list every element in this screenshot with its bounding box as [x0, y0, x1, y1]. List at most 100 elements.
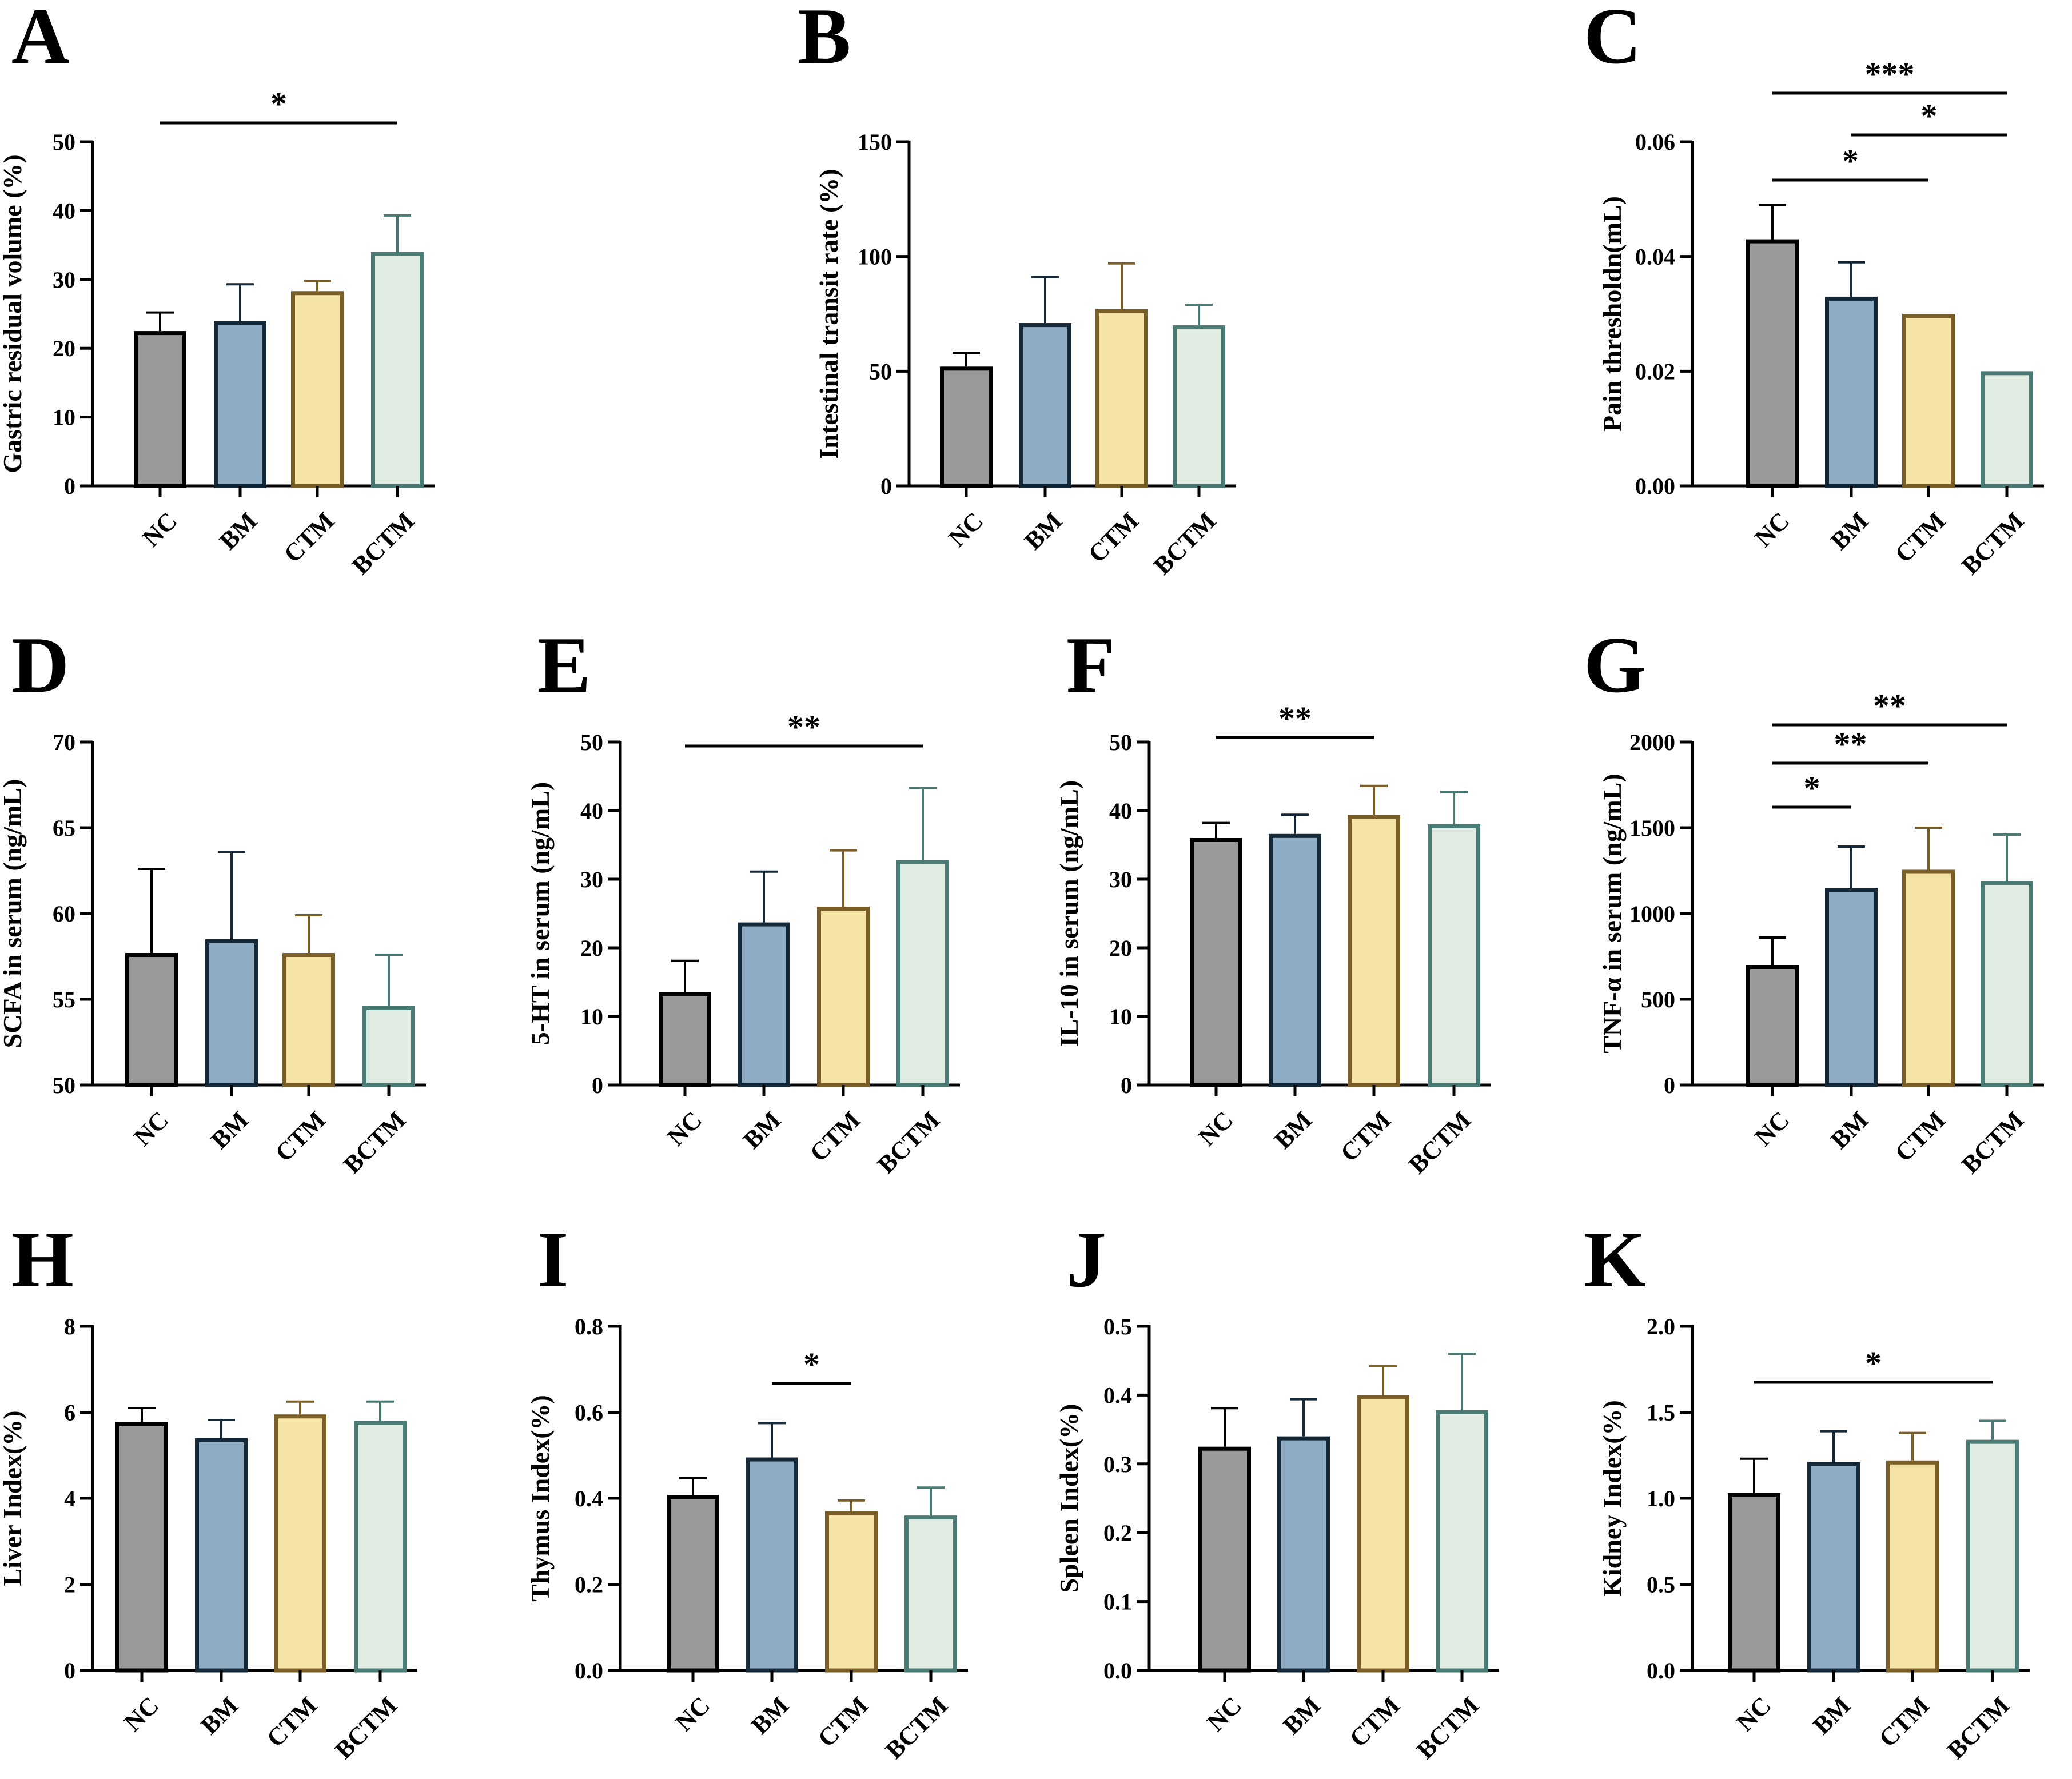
panel-j: J 0.0 0.1 0.2 0.3 0.4 0.5 Spleen Index(%) NC BM CT…: [1054, 1215, 1499, 1764]
y-tick-label-g-3: 1500: [1629, 815, 1675, 841]
bar-j-bctm: [1436, 1410, 1488, 1673]
bar-j-ctm: [1357, 1395, 1409, 1673]
x-label-c-nc: NC: [1750, 506, 1795, 552]
x-label-f-bctm: BCTM: [1403, 1106, 1476, 1179]
bar-d-bctm: [362, 1006, 415, 1087]
x-label-a-bm: BM: [214, 506, 262, 555]
y-tick-label-c-0: 0.00: [1635, 473, 1675, 499]
x-label-e-bm: BM: [738, 1106, 786, 1154]
bar-b-bctm: [1173, 325, 1225, 488]
y-axis-title-c: Pain thresholdn(mL): [1597, 196, 1627, 432]
x-label-d-bm: BM: [205, 1106, 254, 1154]
y-tick-label-d-3: 65: [53, 815, 75, 841]
y-tick-label-k-4: 2.0: [1647, 1314, 1675, 1339]
y-tick-label-c-2: 0.04: [1635, 244, 1675, 270]
y-tick-label-a-2: 20: [53, 336, 75, 361]
y-tick-label-c-3: 0.06: [1635, 129, 1675, 155]
panel-letter-h: H: [11, 1215, 74, 1304]
bar-d-bm: [205, 939, 258, 1087]
y-axis-title-i: Thymus Index(%): [525, 1395, 555, 1602]
panel-b: B 0 50 100 150 Intestinal transit rate (%) NC B…: [798, 0, 1236, 580]
y-tick-label-f-5: 50: [1109, 729, 1132, 755]
x-label-a-ctm: CTM: [278, 506, 340, 568]
y-tick-label-i-4: 0.8: [575, 1314, 603, 1339]
y-tick-label-h-4: 8: [64, 1314, 75, 1339]
y-tick-label-b-3: 150: [858, 129, 892, 155]
x-label-a-bctm: BCTM: [346, 506, 420, 580]
x-label-b-ctm: CTM: [1083, 506, 1144, 568]
y-tick-label-b-2: 100: [858, 244, 892, 270]
sig-label-k-0: *: [1865, 1345, 1882, 1382]
y-tick-label-a-5: 50: [53, 129, 75, 155]
bar-j-nc: [1198, 1446, 1251, 1673]
bar-f-bctm: [1428, 824, 1480, 1087]
x-label-g-ctm: CTM: [1890, 1106, 1951, 1167]
y-tick-label-j-3: 0.3: [1103, 1451, 1132, 1477]
y-axis-title-d: SCFA in serum (ng/mL): [0, 779, 27, 1048]
x-label-j-ctm: CTM: [1344, 1691, 1405, 1752]
sig-label-i-0: *: [803, 1346, 820, 1383]
x-label-g-nc: NC: [1750, 1106, 1795, 1151]
x-label-b-nc: NC: [943, 506, 989, 552]
sig-label-c-2: *: [1842, 142, 1859, 180]
panel-e: E 0 10 20 30 40 50 5-HT in serum (ng/mL) NC BM CTM…: [525, 621, 960, 1179]
y-axis-title-k: Kidney Index(%): [1597, 1400, 1627, 1597]
bar-f-bm: [1269, 833, 1321, 1087]
bar-c-bm: [1825, 296, 1878, 488]
bar-b-nc: [940, 366, 993, 488]
bar-j-bm: [1277, 1436, 1330, 1673]
y-axis-title-b: Intestinal transit rate (%): [814, 169, 843, 458]
y-tick-label-i-3: 0.6: [575, 1400, 603, 1426]
y-tick-label-e-2: 20: [580, 935, 603, 961]
y-tick-label-k-2: 1.0: [1647, 1486, 1675, 1511]
x-label-k-ctm: CTM: [1874, 1691, 1935, 1752]
y-tick-label-c-1: 0.02: [1635, 358, 1675, 384]
bar-i-ctm: [825, 1511, 878, 1673]
bar-g-ctm: [1902, 869, 1955, 1087]
x-label-c-bctm: BCTM: [1956, 506, 2029, 580]
y-tick-label-f-0: 0: [1121, 1072, 1132, 1098]
bar-c-ctm: [1902, 314, 1955, 488]
bar-k-bm: [1807, 1462, 1860, 1673]
bar-f-ctm: [1348, 815, 1400, 1087]
bar-h-bm: [195, 1438, 248, 1673]
panel-letter-e: E: [537, 621, 591, 709]
x-label-j-bctm: BCTM: [1411, 1691, 1484, 1764]
bar-g-bm: [1825, 888, 1878, 1087]
y-tick-label-j-1: 0.1: [1103, 1589, 1132, 1615]
panel-d: D 50 55 60 65 70 SCFA in serum (ng/mL) NC BM CTM B…: [0, 621, 426, 1179]
y-tick-label-j-5: 0.5: [1103, 1314, 1132, 1339]
y-tick-label-i-1: 0.2: [575, 1572, 603, 1598]
y-tick-label-k-1: 0.5: [1647, 1572, 1675, 1598]
y-axis-title-f: IL-10 in serum (ng/mL): [1054, 780, 1083, 1047]
y-tick-label-e-5: 50: [580, 729, 603, 755]
x-label-g-bm: BM: [1825, 1106, 1874, 1154]
bar-h-bctm: [354, 1421, 407, 1673]
y-tick-label-e-3: 30: [580, 867, 603, 892]
panel-i: I 0.0 0.2 0.4 0.6 0.8 Thymus Index(%) NC BM CTM BC…: [525, 1215, 968, 1764]
y-tick-label-j-4: 0.4: [1103, 1382, 1132, 1408]
bar-k-nc: [1728, 1493, 1780, 1673]
x-label-i-ctm: CTM: [812, 1691, 874, 1752]
x-label-b-bm: BM: [1019, 506, 1067, 555]
x-label-e-nc: NC: [662, 1106, 708, 1151]
x-label-b-bctm: BCTM: [1148, 506, 1221, 580]
x-label-k-nc: NC: [1731, 1691, 1777, 1737]
x-label-k-bm: BM: [1807, 1691, 1856, 1740]
sig-label-a-0: *: [270, 85, 287, 122]
bar-k-bctm: [1966, 1439, 2019, 1673]
y-tick-label-d-4: 70: [53, 729, 75, 755]
bar-d-nc: [125, 953, 178, 1087]
bar-d-ctm: [282, 953, 335, 1087]
x-label-i-bctm: BCTM: [880, 1691, 953, 1764]
y-tick-label-d-2: 60: [53, 901, 75, 927]
bar-a-nc: [134, 331, 186, 488]
bar-g-bctm: [1981, 881, 2033, 1087]
bar-e-ctm: [817, 907, 870, 1087]
sig-label-g-1: **: [1834, 725, 1867, 763]
y-axis-title-h: Liver Index(%): [0, 1410, 27, 1586]
y-tick-label-b-0: 0: [880, 473, 892, 499]
panel-letter-j: J: [1066, 1215, 1106, 1304]
y-tick-label-h-0: 0: [64, 1658, 75, 1684]
